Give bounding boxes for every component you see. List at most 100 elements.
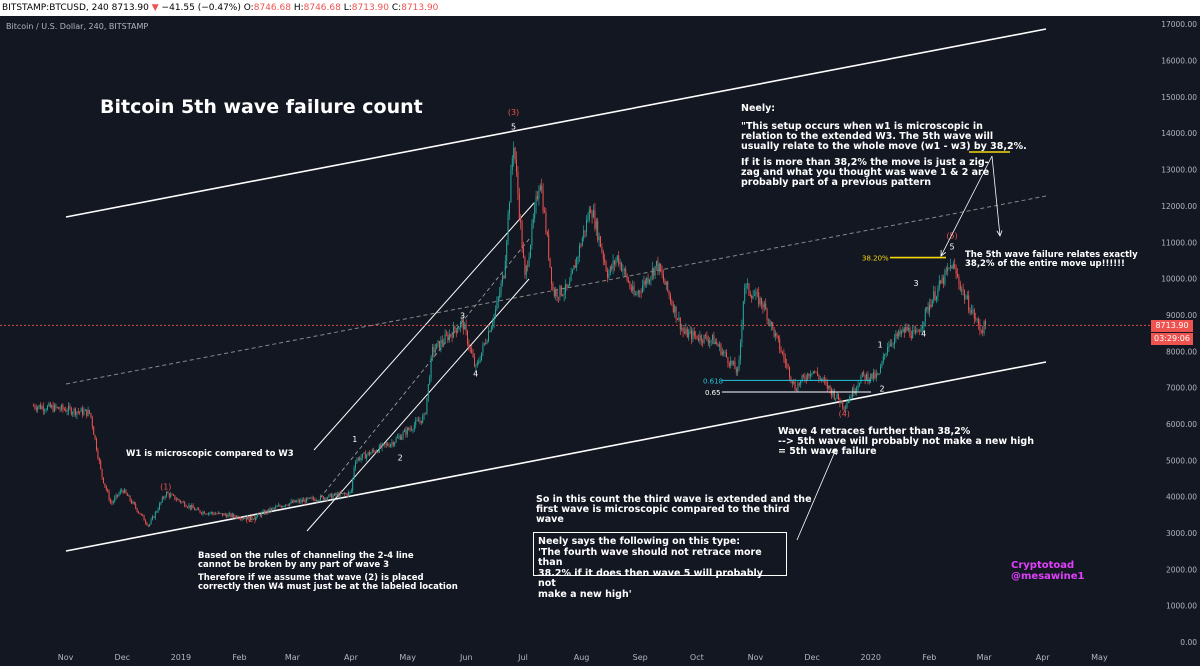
candle-body [297, 500, 299, 502]
candle-body [203, 511, 205, 514]
candle-body [448, 334, 450, 341]
candle-body [276, 506, 278, 508]
candle-body [384, 443, 386, 445]
candle-body [654, 265, 656, 276]
candle-body [840, 401, 842, 404]
candle-body [965, 298, 967, 300]
candle-body [679, 317, 681, 330]
candle-body [590, 209, 592, 214]
candle-body [136, 508, 138, 512]
wave-label: 4 [473, 370, 478, 379]
candle-body [555, 290, 557, 297]
candle-body [685, 328, 687, 334]
candle-body [587, 219, 589, 221]
candle-body [47, 405, 48, 410]
candle-body [294, 500, 296, 503]
candle-body [101, 468, 103, 478]
candle-body [215, 513, 216, 515]
candle-body [250, 516, 251, 521]
candle-body [180, 500, 181, 503]
candle-body [174, 495, 176, 500]
candle-body [94, 434, 96, 439]
candle-body [114, 497, 116, 502]
candle-body [954, 264, 956, 268]
wave4-note-1: Wave 4 retraces further than 38,2% [778, 426, 971, 437]
candle-body [184, 502, 186, 507]
candle-body [818, 375, 820, 379]
candle-body [338, 493, 340, 498]
candle-body [619, 262, 621, 265]
candle-body [635, 294, 636, 295]
candle-body [784, 358, 786, 364]
candle-body [671, 301, 673, 305]
candle-body [702, 341, 704, 343]
candle-body [210, 512, 212, 513]
candle-body [628, 280, 629, 283]
close2-value: 8713.90 [401, 3, 439, 13]
candle-body [531, 224, 533, 245]
candle-body [216, 513, 218, 515]
candle-body [969, 310, 971, 313]
candle-body [248, 516, 250, 521]
candle-body [783, 353, 785, 359]
candle-body [129, 495, 131, 501]
candle-body [79, 411, 81, 413]
candle-body [472, 353, 474, 358]
candle-body [929, 304, 930, 312]
candle-body [646, 277, 648, 285]
price-tick-label: 7000.00 [1166, 384, 1197, 393]
candle-body [667, 281, 669, 291]
candle-body [227, 514, 229, 518]
candle-body [70, 408, 72, 415]
candle-body [744, 288, 746, 302]
candle-body [699, 335, 701, 341]
candle-body [430, 356, 432, 378]
candle-body [436, 343, 438, 350]
candle-body [55, 404, 57, 408]
symbol-label[interactable]: BITSTAMP:BTCUSD, 240 [2, 3, 109, 13]
candle-body [166, 492, 167, 497]
candle-body [287, 505, 289, 506]
candle-body [971, 310, 972, 313]
candle-body [782, 352, 783, 354]
candle-body [835, 398, 837, 399]
candle-body [247, 516, 249, 520]
candle-body [513, 147, 515, 159]
candle-body [317, 500, 319, 502]
candle-body [51, 405, 53, 408]
failure-note-1: The 5th wave failure relates exactly [965, 250, 1138, 260]
wave-label: (4) [839, 410, 850, 419]
candle-body [689, 330, 691, 333]
candle-body [415, 420, 417, 426]
candle-body [391, 442, 393, 445]
candle-body [124, 489, 125, 493]
candle-body [345, 493, 347, 495]
candle-body [593, 210, 594, 218]
candle-body [906, 327, 908, 331]
candle-body [538, 190, 540, 199]
candle-body [937, 287, 939, 297]
candle-body [167, 492, 169, 494]
candle-body [583, 230, 585, 239]
candle-body [478, 362, 480, 363]
candle-body [420, 420, 422, 423]
wave-labels: (1) (2) 1 2 3 4 (3) 5 1 2 (4) 3 4 (5) 5 [160, 108, 958, 524]
open-value: 8746.68 [253, 3, 291, 13]
candle-body [42, 406, 44, 411]
candle-body [975, 318, 977, 320]
candle-body [341, 492, 342, 494]
candle-body [240, 518, 242, 520]
candle-body [360, 457, 362, 461]
candle-body [789, 367, 790, 378]
candle-body [727, 357, 729, 364]
candle-body [257, 513, 258, 516]
candle-body [388, 445, 390, 447]
candle-body [413, 425, 415, 430]
candle-body [819, 378, 821, 380]
candle-body [68, 405, 69, 412]
candle-body [894, 338, 895, 344]
candle-body [192, 505, 194, 509]
candle-body [700, 335, 702, 342]
candle-body [212, 512, 214, 514]
candle-body [348, 492, 349, 496]
